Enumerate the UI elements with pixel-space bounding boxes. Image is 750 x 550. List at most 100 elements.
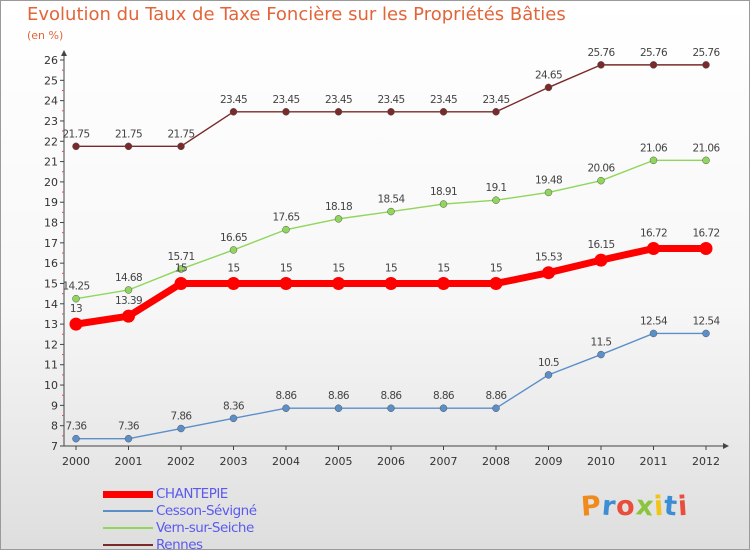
y-tick-label: 14 xyxy=(44,298,58,311)
data-point xyxy=(174,276,188,290)
data-point xyxy=(334,215,343,223)
data-label: 21.06 xyxy=(640,142,668,154)
data-point xyxy=(492,108,500,116)
data-point xyxy=(544,188,553,197)
data-point xyxy=(542,266,555,280)
data-label: 8.86 xyxy=(276,390,298,402)
data-point xyxy=(594,253,608,267)
data-label: 25.76 xyxy=(640,47,668,59)
x-tick-label: 2007 xyxy=(430,455,458,468)
data-label: 12.54 xyxy=(640,315,668,327)
data-point xyxy=(177,265,185,273)
data-point xyxy=(177,424,185,433)
data-label: 25.76 xyxy=(587,47,615,59)
y-tick-label: 24 xyxy=(44,95,58,108)
data-label: 23.45 xyxy=(220,94,247,106)
x-tick-label: 2001 xyxy=(115,455,143,468)
y-tick-label: 25 xyxy=(44,74,58,87)
data-label: 10.5 xyxy=(538,357,559,369)
data-label: 17.65 xyxy=(272,212,299,224)
data-label: 15.53 xyxy=(535,252,562,264)
data-label: 8.86 xyxy=(381,390,403,402)
data-point xyxy=(282,108,290,116)
x-tick-label: 2008 xyxy=(482,455,510,468)
y-tick-label: 7 xyxy=(51,440,58,453)
y-tick-label: 8 xyxy=(51,420,58,433)
data-point xyxy=(387,404,395,412)
logo-letter: o xyxy=(615,490,637,523)
data-point xyxy=(229,108,238,116)
data-point xyxy=(702,156,710,165)
data-point xyxy=(124,286,133,294)
series-line xyxy=(75,332,707,440)
y-tick-label: 12 xyxy=(44,338,58,351)
data-point xyxy=(647,242,660,256)
y-tick-label: 18 xyxy=(44,217,58,230)
data-point xyxy=(702,329,710,338)
data-point xyxy=(649,329,658,338)
data-label: 25.76 xyxy=(692,47,720,59)
y-axis-unit-label: (en %) xyxy=(27,29,64,42)
data-point xyxy=(439,108,448,116)
data-point xyxy=(124,142,133,151)
data-label: 15 xyxy=(332,262,344,274)
legend-label: CHANTEPIE xyxy=(156,486,228,502)
data-label: 8.36 xyxy=(223,400,245,412)
y-tick-label: 20 xyxy=(44,176,58,189)
data-point xyxy=(72,142,80,151)
data-point xyxy=(649,156,658,165)
data-label: 15 xyxy=(437,262,449,274)
data-point xyxy=(122,309,135,323)
y-tick-label: 10 xyxy=(44,379,58,392)
data-label: 21.75 xyxy=(167,128,194,140)
x-tick-label: 2005 xyxy=(325,455,353,468)
legend-label: Rennes xyxy=(156,537,203,550)
legend-swatch xyxy=(103,491,153,498)
data-point xyxy=(597,176,605,185)
data-point xyxy=(702,61,710,69)
data-label: 20.06 xyxy=(587,163,615,175)
y-tick-label: 17 xyxy=(44,237,58,250)
proxiti-logo: Proxiti xyxy=(580,490,690,523)
data-point xyxy=(72,434,80,443)
data-label: 15 xyxy=(385,262,397,274)
y-axis-arrow xyxy=(61,50,67,56)
y-tick-label: 23 xyxy=(44,115,58,128)
data-point xyxy=(649,61,658,69)
data-point xyxy=(597,350,605,359)
data-label: 23.45 xyxy=(272,94,299,106)
data-label: 21.06 xyxy=(692,142,720,154)
data-label: 8.86 xyxy=(328,390,350,402)
data-point xyxy=(437,276,450,290)
data-point xyxy=(332,276,345,290)
data-point xyxy=(544,83,553,92)
x-tick-label: 2009 xyxy=(535,455,563,468)
x-tick-label: 2012 xyxy=(692,455,720,468)
x-axis-arrow xyxy=(723,443,729,449)
data-label: 8.86 xyxy=(486,390,508,402)
data-label: 23.45 xyxy=(377,94,404,106)
data-point xyxy=(279,276,293,290)
data-point xyxy=(72,294,80,303)
data-point xyxy=(282,225,290,234)
data-point xyxy=(439,200,448,208)
data-label: 23.45 xyxy=(325,94,352,106)
y-tick-label: 16 xyxy=(44,257,58,270)
data-point xyxy=(489,276,503,290)
data-label: 8.86 xyxy=(433,390,455,402)
data-label: 16.15 xyxy=(587,239,614,251)
data-point xyxy=(387,108,395,116)
x-tick-label: 2003 xyxy=(220,455,248,468)
data-point xyxy=(597,61,605,69)
data-point xyxy=(227,276,240,290)
data-label: 21.75 xyxy=(115,128,142,140)
data-label: 18.54 xyxy=(377,194,405,206)
data-point xyxy=(699,242,713,256)
x-tick-label: 2011 xyxy=(640,455,668,468)
data-point xyxy=(439,404,448,412)
y-tick-label: 22 xyxy=(44,135,58,148)
data-label: 15 xyxy=(227,262,239,274)
x-tick-label: 2002 xyxy=(167,455,195,468)
